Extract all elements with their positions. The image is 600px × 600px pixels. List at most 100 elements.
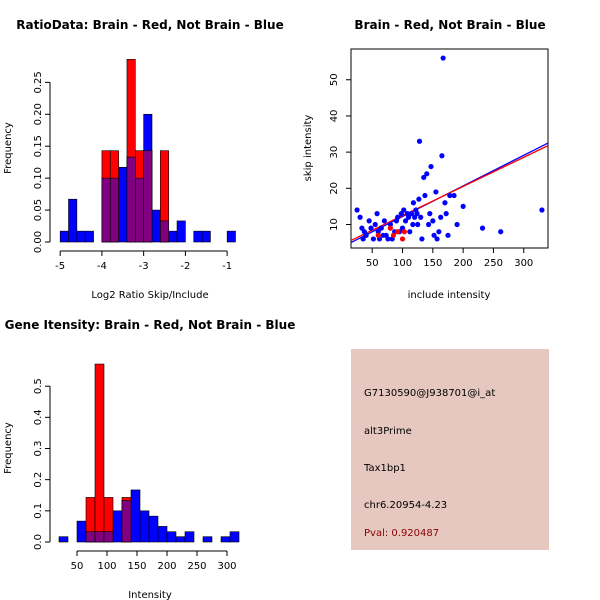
- scatter-point-not-brain: [410, 221, 416, 228]
- ratio-histogram-axes: 0.00 0.05 0.10 0.15 0.20 0.25 -5 -4 -3 -2 -1: [33, 71, 232, 272]
- hist-bar-not-brain: [112, 510, 123, 543]
- scatter-ylabel: skip intensity: [303, 115, 314, 182]
- probe-id-text: G7130590@J938701@i_at: [364, 388, 495, 399]
- y-tick-label: 10: [329, 218, 340, 231]
- location-text: chr6.20954-4.23: [364, 500, 447, 511]
- y-tick-label: 0.05: [33, 199, 44, 221]
- hist-bar-not-brain: [59, 230, 69, 243]
- pval-text: Pval: 0.920487: [364, 528, 439, 539]
- y-tick-label: 0.20: [33, 103, 44, 125]
- scatter-point-brain: [375, 232, 381, 238]
- hist-bar-not-brain: [229, 531, 240, 543]
- y-tick-label: 20: [329, 182, 340, 195]
- hist-bar-not-brain: [139, 510, 150, 543]
- gene-intensity-ylabel: Frequency: [3, 422, 14, 474]
- y-tick-label: 0.10: [33, 167, 44, 189]
- scatter-point-not-brain: [372, 221, 378, 228]
- scatter-point-not-brain: [443, 211, 449, 217]
- hist-bar-not-brain: [166, 531, 177, 543]
- scatter-point-not-brain: [370, 236, 377, 242]
- hist-bar-not-brain: [226, 230, 236, 243]
- hist-bar-not-brain: [176, 220, 186, 243]
- scatter-point-not-brain: [539, 207, 545, 213]
- hist-bar-overlap: [143, 150, 153, 243]
- x-tick-label: 100: [97, 561, 116, 572]
- scatter-point-not-brain: [409, 211, 415, 217]
- hist-bar-not-brain: [184, 531, 195, 543]
- y-tick-label: 0.1: [33, 503, 44, 519]
- scatter-panel: Brain - Red, Not Brain - Blue include in…: [303, 18, 549, 301]
- hist-bar-not-brain: [220, 536, 231, 543]
- hist-bar-not-brain: [130, 489, 141, 543]
- hist-bar-not-brain: [175, 536, 186, 543]
- ratio-histogram-panel: RatioData: Brain - Red, Not Brain - Blue…: [3, 18, 284, 301]
- hist-bar-not-brain: [168, 230, 178, 243]
- hist-bar-overlap: [109, 177, 119, 243]
- x-tick-label: 200: [157, 561, 176, 572]
- ratio-histogram-xlabel: Log2 Ratio Skip/Include: [91, 290, 208, 301]
- y-tick-label: 0.25: [33, 71, 44, 93]
- scatter-point-not-brain: [416, 138, 423, 144]
- probe-info-box: [351, 349, 549, 550]
- scatter-point-not-brain: [374, 211, 380, 217]
- scatter-point-not-brain: [402, 218, 409, 224]
- hist-bar-overlap: [135, 177, 144, 243]
- y-tick-label: 0.00: [33, 231, 44, 253]
- hist-bar-overlap: [126, 156, 136, 243]
- x-tick-label: 150: [423, 258, 442, 269]
- scatter-xlabel: include intensity: [408, 290, 491, 301]
- scatter-point-not-brain: [387, 221, 393, 228]
- hist-bar-not-brain: [193, 230, 203, 243]
- scatter-points: [354, 55, 545, 242]
- scatter-point-brain: [387, 225, 393, 231]
- x-tick-label: 200: [454, 258, 473, 269]
- scatter-point-not-brain: [405, 214, 412, 220]
- y-tick-label: 0.3: [33, 441, 44, 457]
- scatter-title: Brain - Red, Not Brain - Blue: [354, 18, 545, 32]
- scatter-point-not-brain: [360, 236, 366, 242]
- hist-bar-overlap: [85, 531, 96, 543]
- scatter-point-brain: [401, 229, 407, 235]
- scatter-point-not-brain: [425, 221, 432, 228]
- scatter-point-not-brain: [433, 189, 439, 195]
- hist-bar-brain: [94, 363, 105, 543]
- scatter-point-not-brain: [424, 171, 430, 177]
- hist-bar-overlap: [160, 220, 169, 243]
- x-tick-label: 300: [514, 258, 533, 269]
- scatter-point-not-brain: [451, 192, 457, 199]
- scatter-point-not-brain: [422, 192, 428, 199]
- hist-bar-not-brain: [201, 230, 211, 243]
- scatter-point-not-brain: [442, 200, 448, 206]
- hist-bar-not-brain: [76, 520, 87, 543]
- hist-bar-not-brain: [58, 536, 69, 543]
- y-tick-label: 30: [329, 146, 340, 159]
- scatter-point-not-brain: [498, 229, 504, 235]
- scatter-point-not-brain: [460, 203, 466, 209]
- y-tick-label: 0.2: [33, 472, 44, 488]
- scatter-point-not-brain: [395, 214, 401, 220]
- hist-bar-overlap: [101, 177, 111, 243]
- hist-bar-not-brain: [68, 198, 78, 243]
- scatter-point-not-brain: [416, 196, 422, 202]
- hist-bar-not-brain: [84, 230, 94, 243]
- hist-bar-not-brain: [148, 515, 159, 543]
- scatter-point-not-brain: [410, 200, 417, 206]
- scatter-point-not-brain: [421, 174, 427, 181]
- x-tick-label: -4: [97, 261, 107, 272]
- hist-bar-overlap: [121, 500, 132, 543]
- x-tick-label: -5: [55, 261, 65, 272]
- gene-intensity-xlabel: Intensity: [128, 590, 172, 600]
- scatter-point-not-brain: [445, 232, 451, 238]
- x-tick-label: 250: [484, 258, 503, 269]
- y-tick-label: 0.15: [33, 135, 44, 157]
- x-tick-label: -3: [139, 261, 149, 272]
- hist-bar-overlap: [94, 531, 105, 543]
- scatter-point-not-brain: [414, 211, 420, 217]
- scatter-point-not-brain: [418, 214, 424, 220]
- gene-intensity-histogram-panel: Gene Itensity: Brain - Red, Not Brain - …: [3, 318, 295, 600]
- scatter-point-not-brain: [354, 207, 360, 213]
- x-tick-label: 300: [217, 561, 236, 572]
- scatter-point-not-brain: [428, 163, 434, 170]
- hist-bar-not-brain: [151, 209, 161, 243]
- y-tick-label: 0.4: [33, 409, 44, 425]
